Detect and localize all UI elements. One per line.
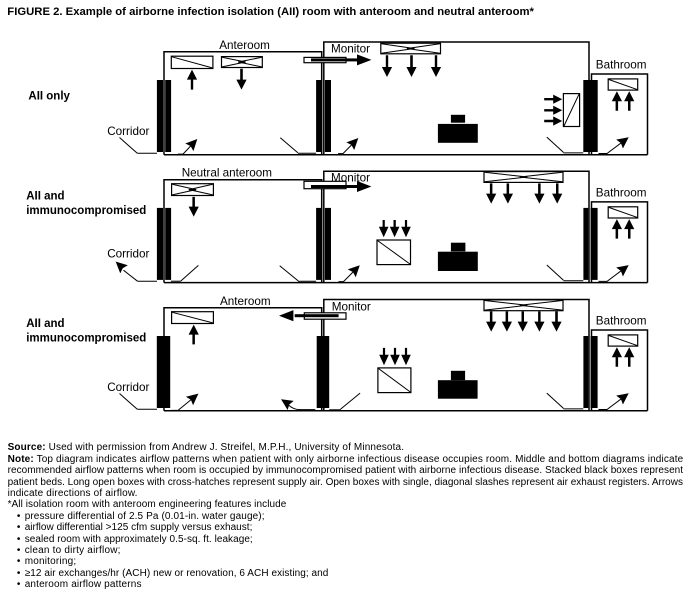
svg-text:AII and: AII and <box>26 318 64 330</box>
svg-text:Monitor: Monitor <box>332 301 371 314</box>
svg-text:immunocompromised: immunocompromised <box>26 205 146 217</box>
svg-text:Bathroom: Bathroom <box>596 59 647 72</box>
svg-text:Corridor: Corridor <box>107 381 149 394</box>
svg-text:Anteroom: Anteroom <box>219 39 270 52</box>
svg-text:Bathroom: Bathroom <box>596 315 647 328</box>
svg-text:Anteroom: Anteroom <box>220 295 271 308</box>
svg-text:Neutral anteroom: Neutral anteroom <box>182 166 272 179</box>
svg-text:Corridor: Corridor <box>107 247 149 260</box>
svg-text:immunocompromised: immunocompromised <box>26 332 146 344</box>
svg-text:AII and: AII and <box>26 191 64 203</box>
svg-text:AII only: AII only <box>28 91 70 103</box>
svg-text:Corridor: Corridor <box>107 125 149 138</box>
svg-text:Monitor: Monitor <box>331 42 370 55</box>
svg-text:Bathroom: Bathroom <box>596 187 647 200</box>
